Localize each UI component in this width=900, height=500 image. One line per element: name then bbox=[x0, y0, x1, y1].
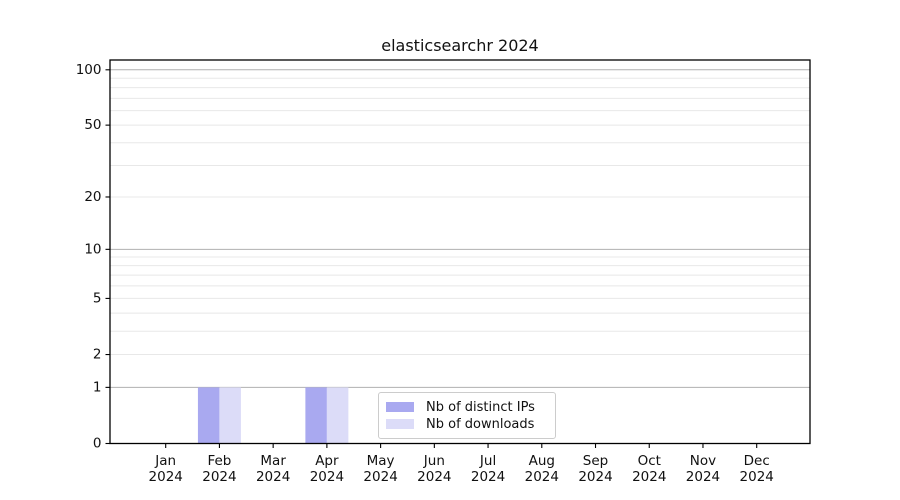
legend-label-downloads: Nb of downloads bbox=[426, 416, 535, 432]
x-tick-label-year: 2024 bbox=[363, 469, 397, 485]
legend: Nb of distinct IPs Nb of downloads bbox=[378, 392, 556, 439]
y-tick-label: 10 bbox=[84, 241, 101, 257]
plot-frame bbox=[109, 59, 811, 445]
chart-title: elasticsearchr 2024 bbox=[381, 36, 539, 55]
x-tick-label-year: 2024 bbox=[149, 469, 183, 485]
y-tick-label: 100 bbox=[76, 62, 102, 78]
y-tick-label: 50 bbox=[84, 117, 101, 133]
bar-apr-distinct-ips bbox=[305, 387, 327, 444]
x-tick-label-month: Nov bbox=[690, 453, 716, 469]
x-tick-label-month: Feb bbox=[207, 453, 231, 469]
bar-apr-downloads bbox=[326, 387, 349, 444]
x-tick-label-year: 2024 bbox=[417, 469, 451, 485]
y-tick-label: 1 bbox=[93, 379, 102, 395]
y-tick-label: 0 bbox=[93, 436, 102, 452]
y-tick-label: 20 bbox=[84, 189, 101, 205]
y-tick-label: 2 bbox=[93, 347, 102, 363]
x-tick-label-month: Jul bbox=[479, 453, 496, 469]
x-tick-label-year: 2024 bbox=[310, 469, 344, 485]
x-tick-label-year: 2024 bbox=[578, 469, 612, 485]
y-tick-label: 5 bbox=[93, 290, 102, 306]
x-tick-label-month: Jun bbox=[423, 453, 445, 469]
legend-swatch-downloads bbox=[386, 419, 414, 429]
x-tick-label-year: 2024 bbox=[686, 469, 720, 485]
x-tick-label-year: 2024 bbox=[202, 469, 236, 485]
x-tick-label-month: Dec bbox=[744, 453, 770, 469]
bar-feb-downloads bbox=[219, 387, 241, 444]
x-tick-label-year: 2024 bbox=[632, 469, 666, 485]
x-tick-label-year: 2024 bbox=[256, 469, 290, 485]
x-tick-label-month: Oct bbox=[638, 453, 661, 469]
x-tick-label-year: 2024 bbox=[471, 469, 505, 485]
x-tick-label-month: Aug bbox=[529, 453, 555, 469]
x-tick-label-month: Sep bbox=[583, 453, 608, 469]
legend-entry-distinct-ips: Nb of distinct IPs bbox=[386, 401, 547, 414]
x-tick-label-month: Jan bbox=[154, 453, 176, 469]
legend-label-distinct-ips: Nb of distinct IPs bbox=[426, 399, 535, 415]
x-tick-label-month: May bbox=[367, 453, 395, 469]
x-tick-label-year: 2024 bbox=[740, 469, 774, 485]
x-tick-label-month: Mar bbox=[260, 453, 286, 469]
legend-entry-downloads: Nb of downloads bbox=[386, 418, 547, 431]
x-tick-label-year: 2024 bbox=[525, 469, 559, 485]
x-tick-label-month: Apr bbox=[315, 453, 339, 469]
legend-swatch-distinct-ips bbox=[386, 402, 414, 412]
bar-feb-distinct-ips bbox=[197, 387, 220, 444]
